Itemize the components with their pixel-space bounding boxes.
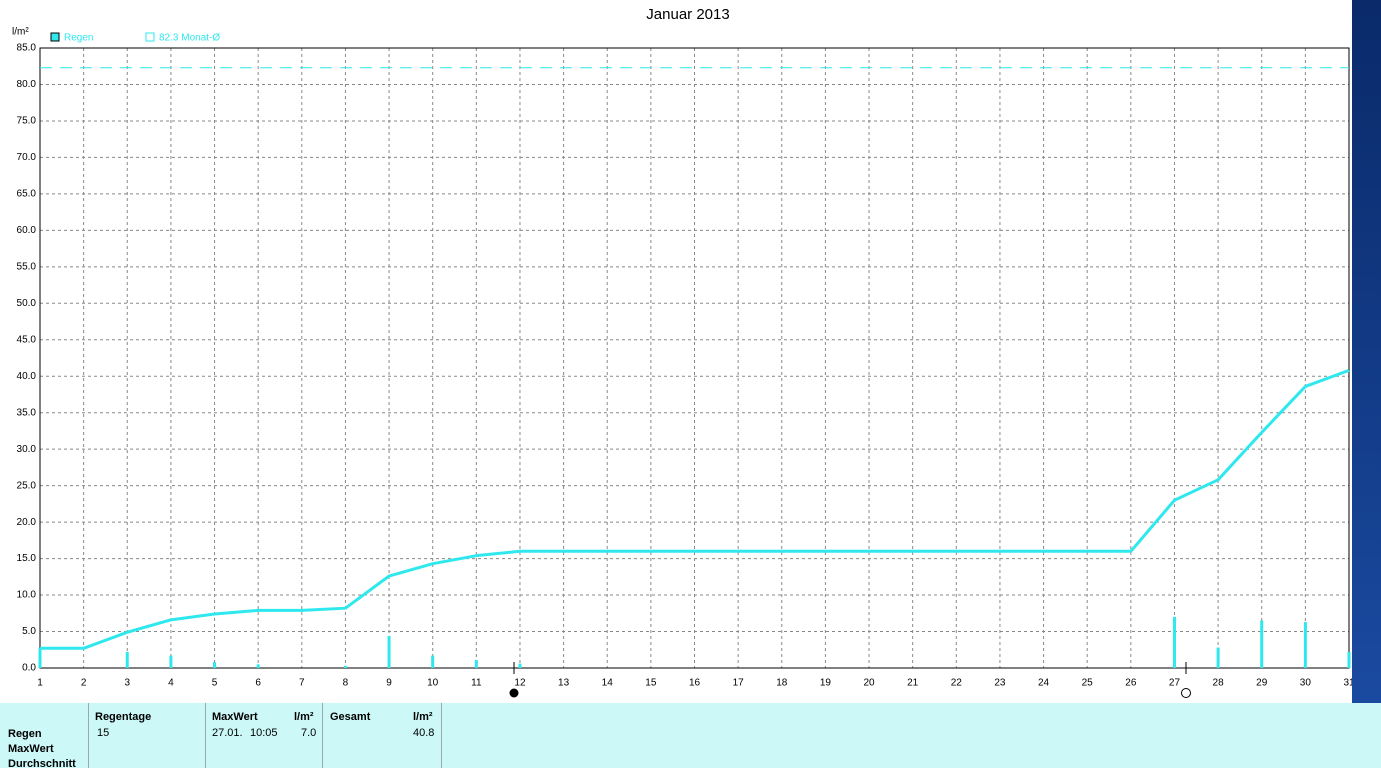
y-tick-label: 85.0 (17, 43, 37, 54)
legend-label: 82.3 Monat-Ø (159, 33, 220, 44)
x-tick-label: 26 (1125, 678, 1137, 689)
legend-swatch (50, 32, 60, 42)
row-header: MaxWert (8, 743, 54, 755)
new-moon-icon (509, 688, 519, 698)
cell: 7.0 (301, 727, 317, 739)
cell: 40.8 (413, 727, 435, 739)
cumulative-line (40, 368, 1350, 650)
x-tick-label: 29 (1256, 678, 1268, 689)
column-header: Gesamt (330, 711, 371, 723)
cell: 10:05 (250, 727, 278, 739)
y-tick-label: 15.0 (17, 553, 37, 564)
x-tick-label: 2 (81, 678, 87, 689)
x-tick-label: 16 (689, 678, 701, 689)
x-tick-label: 24 (1038, 678, 1050, 689)
y-tick-label: 70.0 (17, 152, 37, 163)
y-tick-label: 80.0 (17, 79, 37, 90)
column-header: l/m² (294, 711, 314, 723)
x-tick-label: 8 (343, 678, 349, 689)
x-tick-label: 10 (427, 678, 439, 689)
x-tick-label: 9 (386, 678, 392, 689)
y-tick-label: 25.0 (17, 480, 37, 491)
x-tick-label: 28 (1213, 678, 1225, 689)
column-header: Regentage (95, 711, 152, 723)
x-tick-label: 15 (645, 678, 657, 689)
x-tick-label: 31 (1343, 678, 1352, 689)
x-tick-label: 7 (299, 678, 305, 689)
x-tick-label: 25 (1082, 678, 1094, 689)
chart: Januar 2013 l/m² Regen 82.3 Monat-Ø 0.0 5… (12, 6, 1352, 698)
y-tick-label: 60.0 (17, 225, 37, 236)
separator (322, 703, 323, 768)
y-tick-label: 65.0 (17, 189, 37, 200)
y-tick-label: 45.0 (17, 334, 37, 345)
y-tick-label: 35.0 (17, 407, 37, 418)
x-tick-label: 6 (255, 678, 261, 689)
x-tick-label: 4 (168, 678, 174, 689)
row-header: Regen (8, 728, 42, 740)
x-tick-label: 20 (863, 678, 875, 689)
column-header: l/m² (413, 711, 433, 723)
x-tick-label: 19 (820, 678, 832, 689)
y-tick-label: 5.0 (22, 626, 36, 637)
x-tick-label: 27 (1169, 678, 1181, 689)
x-tick-label: 23 (994, 678, 1006, 689)
x-tick-label: 30 (1300, 678, 1312, 689)
x-tick-label: 11 (471, 678, 482, 689)
x-tick-label: 17 (733, 678, 745, 689)
y-axis-label: l/m² (12, 27, 29, 38)
cell: 27.01. (212, 727, 243, 739)
x-tick-label: 12 (514, 678, 526, 689)
y-tick-label: 75.0 (17, 116, 37, 127)
legend-swatch (145, 32, 155, 42)
x-tick-label: 18 (776, 678, 788, 689)
y-tick-label: 20.0 (17, 517, 37, 528)
separator (88, 703, 89, 768)
chart-title: Januar 2013 (646, 6, 729, 23)
window-edge (1352, 0, 1381, 703)
y-tick-label: 50.0 (17, 298, 37, 309)
x-tick-label: 14 (602, 678, 614, 689)
y-tick-label: 10.0 (17, 590, 37, 601)
separator (441, 703, 442, 768)
legend-label: Regen (64, 33, 93, 44)
y-tick-label: 30.0 (17, 444, 37, 455)
x-tick-label: 22 (951, 678, 963, 689)
row-header: Durchschnitt (8, 758, 76, 768)
cell: 15 (97, 727, 110, 739)
x-tick-label: 1 (37, 678, 43, 689)
x-tick-label: 3 (124, 678, 130, 689)
y-tick-label: 0.0 (22, 663, 36, 674)
summary-panel: Regentage MaxWert l/m² Gesamt l/m² Regen… (0, 703, 1381, 768)
full-moon-icon (1181, 688, 1191, 698)
x-tick-label: 13 (558, 678, 570, 689)
x-tick-label: 21 (907, 678, 919, 689)
plot-border (39, 47, 1350, 669)
separator (205, 703, 206, 768)
column-header: MaxWert (212, 711, 258, 723)
x-tick-label: 5 (212, 678, 218, 689)
y-tick-label: 40.0 (17, 371, 37, 382)
y-tick-label: 55.0 (17, 261, 37, 272)
